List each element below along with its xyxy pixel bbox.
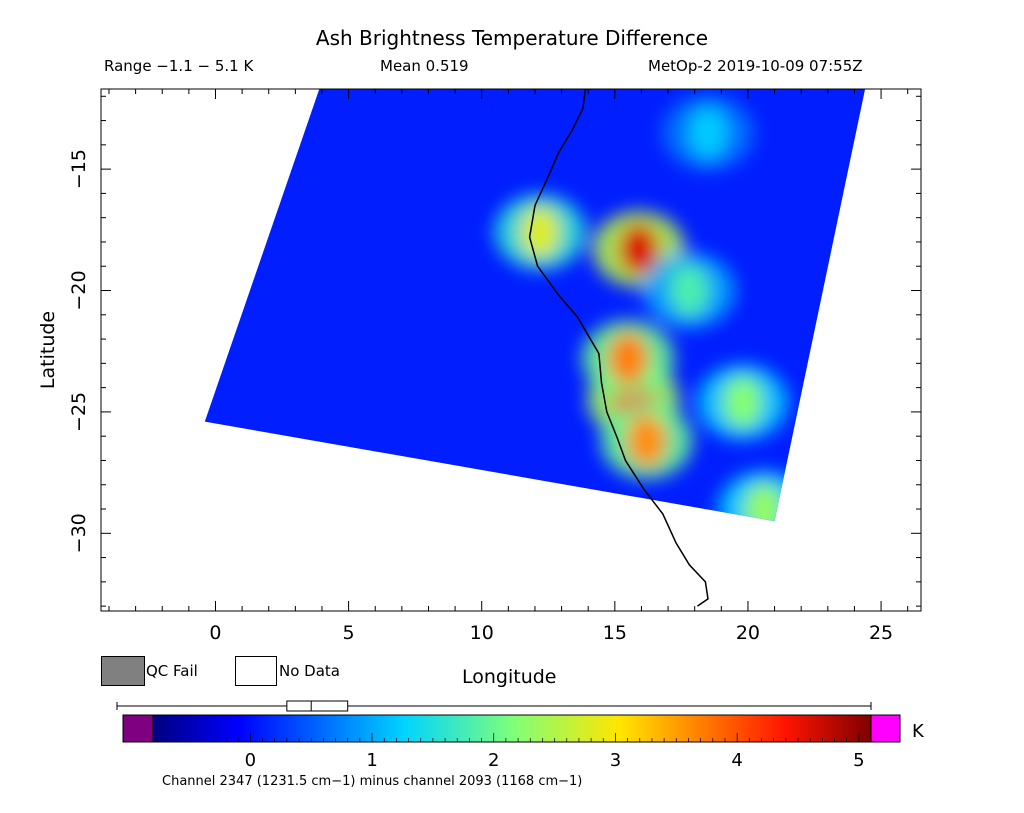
hotspot	[669, 264, 710, 317]
mean-text: Mean 0.519	[380, 57, 469, 75]
y-axis-label: Latitude	[37, 311, 59, 389]
x-tick-label: 0	[209, 622, 221, 644]
qc-fail-label: QC Fail	[146, 662, 198, 680]
colorbar: 0 1 2 3 4 5	[116, 700, 901, 771]
x-axis-label: Longitude	[462, 666, 557, 688]
y-tick-label: −25	[68, 392, 90, 432]
colorbar-over-box	[870, 714, 901, 743]
colorbar-tick-label: 1	[366, 750, 377, 771]
axis-layer: 0 5 10 15 20 25 −15 −20 −25 −30	[68, 89, 921, 644]
x-tick-label: 20	[736, 622, 760, 644]
x-tick-label: 25	[869, 622, 893, 644]
plot-frame	[100, 88, 922, 612]
no-data-swatch	[235, 656, 277, 686]
colorbar-tick-label: 3	[610, 750, 621, 771]
colorbar-tick-label: 2	[488, 750, 499, 771]
y-tick-label: −30	[68, 513, 90, 553]
x-tick-label: 10	[470, 622, 494, 644]
satellite-timestamp: MetOp-2 2019-10-09 07:55Z	[648, 57, 863, 75]
hotspot	[722, 376, 763, 429]
hotspot	[608, 332, 649, 385]
boxplot-box	[286, 700, 349, 712]
qc-fail-swatch	[101, 656, 145, 686]
coastline-layer	[528, 89, 709, 607]
y-tick-label: −15	[68, 149, 90, 189]
hotspot	[688, 106, 729, 159]
swath-background	[204, 89, 866, 522]
range-text: Range −1.1 − 5.1 K	[104, 57, 254, 75]
colorbar-tick-label: 4	[731, 750, 742, 771]
swath-layer	[204, 89, 866, 522]
no-data-label: No Data	[279, 662, 340, 680]
colorbar-under-box	[122, 714, 154, 743]
channel-footnote: Channel 2347 (1231.5 cm−1) minus channel…	[162, 774, 583, 789]
colorbar-gradient	[152, 714, 872, 743]
x-tick-label: 15	[603, 622, 627, 644]
hotspot	[743, 483, 784, 522]
colorbar-tick-label: 0	[245, 750, 256, 771]
coastline	[528, 89, 709, 607]
hotspot	[520, 206, 561, 259]
colorbar-unit: K	[912, 721, 924, 742]
x-tick-label: 5	[343, 622, 355, 644]
chart-title: Ash Brightness Temperature Difference	[315, 26, 709, 50]
hotspot	[626, 415, 667, 468]
hotspot	[618, 223, 659, 276]
y-tick-label: −20	[68, 270, 90, 310]
colorbar-tick-label: 5	[853, 750, 864, 771]
